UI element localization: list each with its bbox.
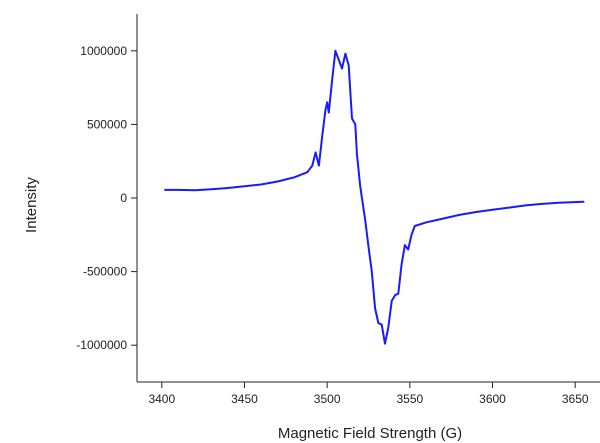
x-ticks: 3400 3450 3500 3550 3600 3650 (148, 382, 589, 406)
y-ticks: 1000000 500000 0 -500000 -1000000 (76, 44, 137, 352)
y-tick-label: 1000000 (80, 44, 127, 58)
y-tick-label: -1000000 (76, 338, 127, 352)
y-axis-label: Intensity (23, 177, 40, 233)
x-tick-label: 3600 (479, 392, 506, 406)
x-tick-label: 3550 (396, 392, 423, 406)
y-tick-label: 0 (120, 191, 127, 205)
spectrum-line (164, 49, 585, 345)
y-tick-label: 500000 (87, 117, 127, 131)
x-tick-label: 3400 (148, 392, 175, 406)
series-group (164, 49, 585, 345)
x-tick-label: 3650 (562, 392, 589, 406)
x-tick-label: 3500 (314, 392, 341, 406)
x-tick-label: 3450 (231, 392, 258, 406)
y-tick-label: -500000 (83, 265, 127, 279)
axes (136, 14, 600, 383)
x-axis-label: Magnetic Field Strength (G) (278, 425, 462, 442)
